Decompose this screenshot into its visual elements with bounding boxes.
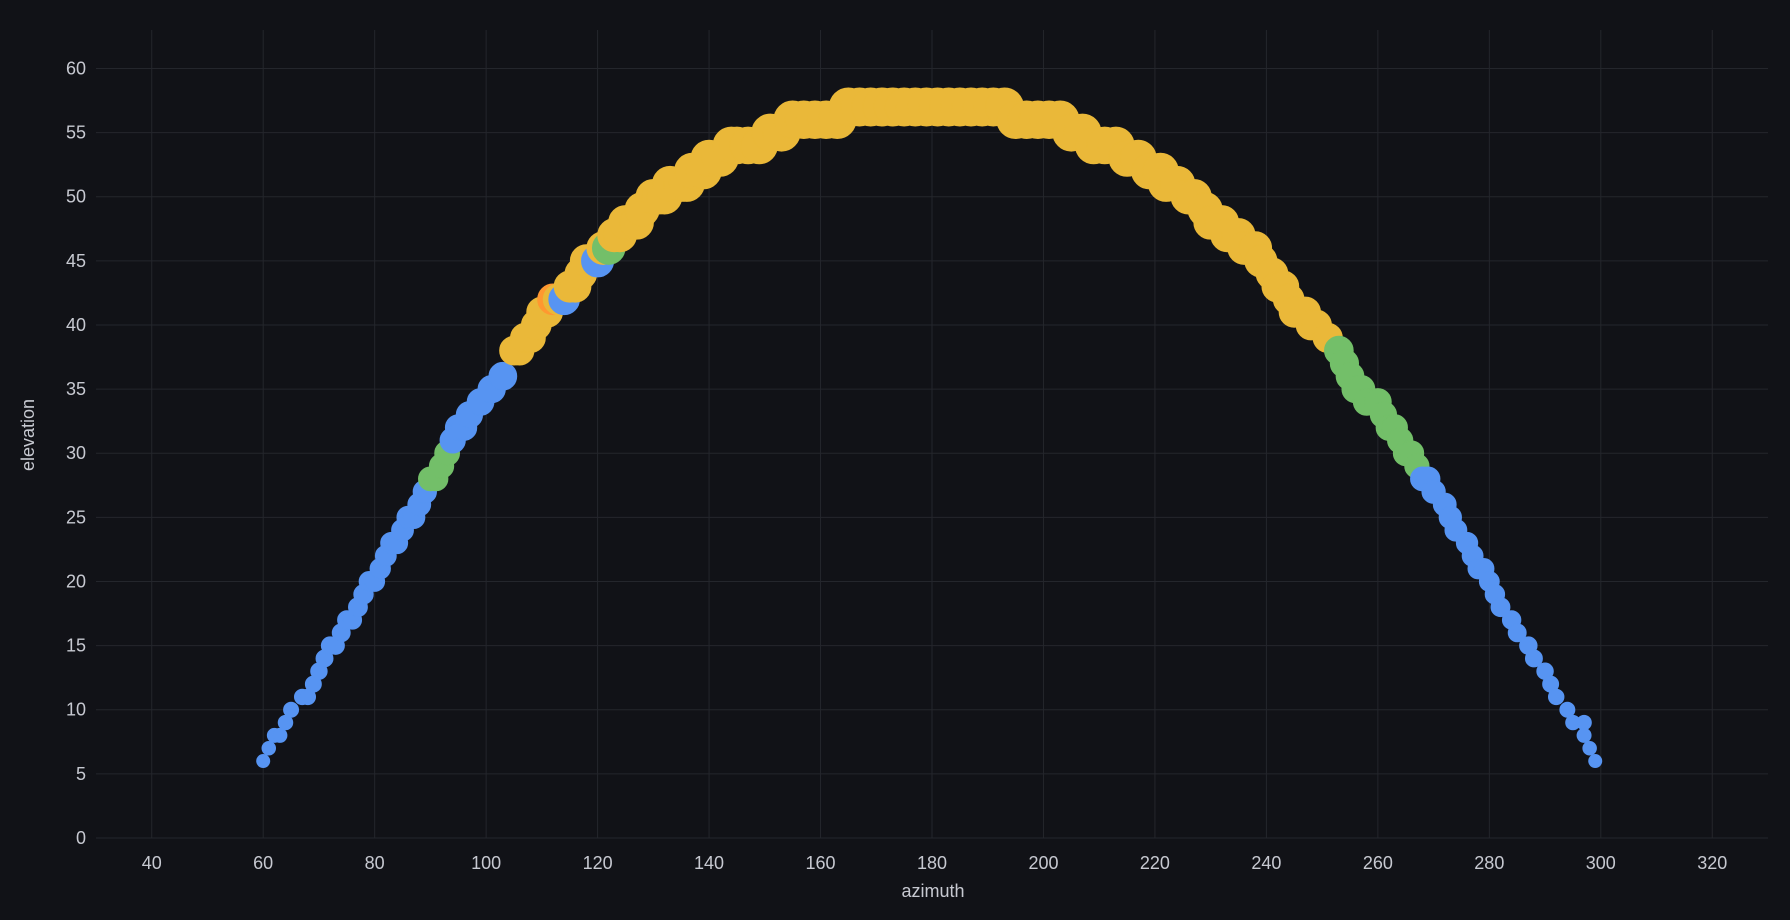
y-tick-label: 15 [66,636,86,656]
data-point [261,740,277,756]
tick-labels: 40 60 80 100 120 140 160 180 200 220 240 260 280 300 3… [66,58,1727,873]
y-tick-label: 5 [76,764,86,784]
x-tick-label: 140 [694,853,724,873]
x-tick-label: 320 [1697,853,1727,873]
data-point [1490,597,1511,618]
y-tick-label: 40 [66,315,86,335]
data-point [1576,714,1592,731]
y-tick-label: 35 [66,379,86,399]
y-tick-label: 25 [66,507,86,527]
data-point [256,754,271,769]
y-tick-label: 20 [66,571,86,591]
x-tick-label: 80 [365,853,385,873]
x-tick-label: 220 [1140,853,1170,873]
y-tick-label: 10 [66,700,86,720]
data-point [1588,754,1603,769]
data-point [1576,727,1592,743]
data-point [1524,649,1543,668]
x-tick-label: 200 [1028,853,1058,873]
data-point [283,701,300,718]
data-points [256,87,1603,769]
x-tick-label: 40 [142,853,162,873]
y-tick-label: 45 [66,251,86,271]
x-axis-title: azimuth [901,881,964,901]
data-point [1582,740,1597,756]
y-tick-label: 0 [76,828,86,848]
x-tick-label: 100 [471,853,501,873]
x-tick-label: 160 [806,853,836,873]
x-tick-label: 120 [583,853,613,873]
y-tick-label: 60 [66,58,86,78]
y-axis-title: elevation [18,399,38,471]
data-point [1507,623,1527,643]
data-point [272,727,288,743]
x-tick-label: 300 [1586,853,1616,873]
y-tick-label: 55 [66,123,86,143]
data-point [1547,688,1565,706]
y-tick-label: 30 [66,443,86,463]
x-tick-label: 280 [1474,853,1504,873]
x-tick-label: 60 [253,853,273,873]
y-tick-label: 50 [66,187,86,207]
x-tick-label: 240 [1251,853,1281,873]
data-point [488,361,518,391]
x-tick-label: 180 [917,853,947,873]
x-tick-label: 260 [1363,853,1393,873]
